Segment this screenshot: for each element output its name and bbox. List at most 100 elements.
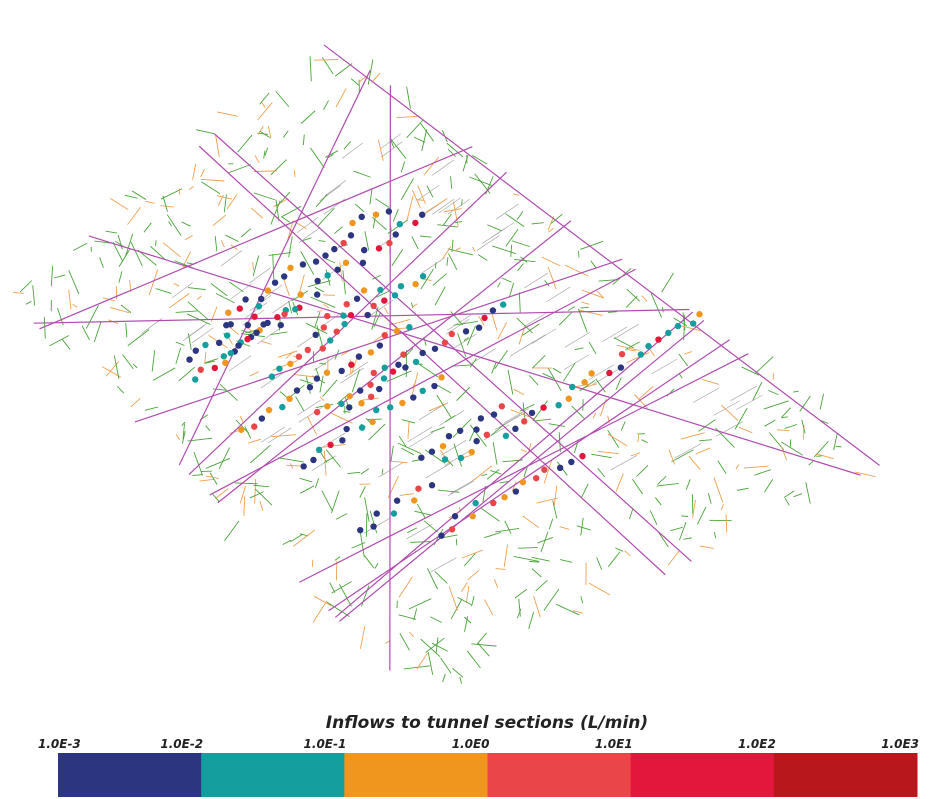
inflow-dot	[490, 500, 496, 506]
fracture	[62, 339, 70, 349]
fracture	[435, 262, 436, 268]
inflow-dot	[310, 457, 316, 463]
fracture	[361, 469, 369, 475]
fracture	[156, 240, 157, 246]
fracture	[250, 445, 270, 463]
fracture	[325, 151, 338, 158]
inflow-dot	[361, 247, 367, 253]
fracture	[578, 310, 602, 315]
fracture	[260, 501, 263, 511]
fracture	[492, 313, 497, 330]
fracture	[431, 427, 445, 433]
fracture	[211, 283, 227, 295]
color-segment	[201, 753, 345, 797]
fracture	[188, 302, 208, 320]
fracture	[131, 398, 141, 407]
fracture	[250, 372, 259, 376]
fracture	[407, 196, 413, 221]
fracture	[300, 380, 313, 384]
inflow-dot	[476, 324, 482, 330]
inflow-dot	[429, 482, 435, 488]
fracture	[125, 234, 132, 256]
inflow-dot	[253, 329, 259, 335]
deformation-zone	[34, 310, 690, 324]
fracture	[598, 468, 605, 477]
fracture	[454, 321, 478, 325]
fracture	[681, 516, 688, 517]
fracture	[513, 194, 519, 195]
tunnel-section	[477, 235, 500, 250]
fracture	[508, 370, 513, 395]
fracture	[217, 196, 232, 199]
inflow-dot	[431, 383, 437, 389]
fracture	[255, 489, 272, 505]
fracture	[283, 131, 288, 138]
fracture	[679, 522, 686, 540]
inflow-dot	[281, 311, 287, 317]
fracture	[324, 101, 329, 110]
fracture	[268, 126, 271, 138]
fracture	[591, 454, 611, 458]
page: Inflows to tunnel sections (L/min) 1.0E-…	[0, 0, 937, 799]
inflow-dot	[371, 370, 377, 376]
tunnel-section	[593, 370, 618, 385]
fracture	[782, 408, 791, 417]
fracture	[326, 259, 335, 263]
inflow-dot	[278, 322, 284, 328]
fracture	[519, 293, 520, 313]
fracture	[324, 304, 329, 307]
fracture	[339, 584, 351, 606]
fracture	[553, 368, 561, 373]
fracture	[286, 465, 301, 466]
fracture	[409, 632, 413, 636]
fracture	[781, 446, 786, 460]
inflow-dot	[569, 384, 575, 390]
fracture	[224, 521, 239, 541]
fracture	[199, 479, 214, 481]
fracture	[754, 470, 770, 475]
inflow-dot	[344, 301, 350, 307]
fracture	[128, 330, 149, 346]
inflow-dot	[419, 350, 425, 356]
inflow-dot	[348, 232, 354, 238]
inflow-dot	[357, 527, 363, 533]
fracture	[353, 171, 370, 177]
inflow-dot	[266, 407, 272, 413]
fracture	[261, 341, 272, 344]
fracture	[534, 596, 541, 617]
inflow-dot	[472, 500, 478, 506]
tunnel-section	[425, 463, 450, 478]
inflow-dot	[339, 437, 345, 443]
inflow-dot	[373, 407, 379, 413]
deformation-zone	[40, 147, 473, 329]
fracture	[702, 379, 719, 384]
fracture	[580, 307, 589, 308]
fracture	[322, 491, 333, 511]
inflow-dot	[541, 467, 547, 473]
fracture	[491, 424, 504, 435]
fracture	[126, 323, 127, 337]
fracture	[744, 466, 768, 468]
fracture	[253, 256, 259, 277]
fracture	[615, 548, 623, 552]
inflow-dot	[320, 345, 326, 351]
inflow-dot	[281, 273, 287, 279]
fracture	[492, 246, 516, 254]
deformation-zone	[214, 134, 691, 562]
fracture	[560, 560, 572, 563]
inflow-dot	[225, 309, 231, 315]
fracture	[484, 532, 501, 537]
fracture	[360, 626, 364, 649]
inflow-dot	[314, 375, 320, 381]
fracture	[391, 446, 393, 462]
fracture	[201, 169, 205, 177]
inflow-dot	[529, 410, 535, 416]
tunnel-visualization: Inflows to tunnel sections (L/min) 1.0E-…	[0, 0, 937, 799]
fracture	[523, 516, 539, 528]
inflow-dot	[412, 220, 418, 226]
inflow-dot	[473, 438, 479, 444]
inflow-dot	[361, 287, 367, 293]
inflow-dot	[376, 386, 382, 392]
colorbar-tick-label: 1.0E-2	[160, 737, 203, 751]
fracture	[373, 218, 375, 228]
